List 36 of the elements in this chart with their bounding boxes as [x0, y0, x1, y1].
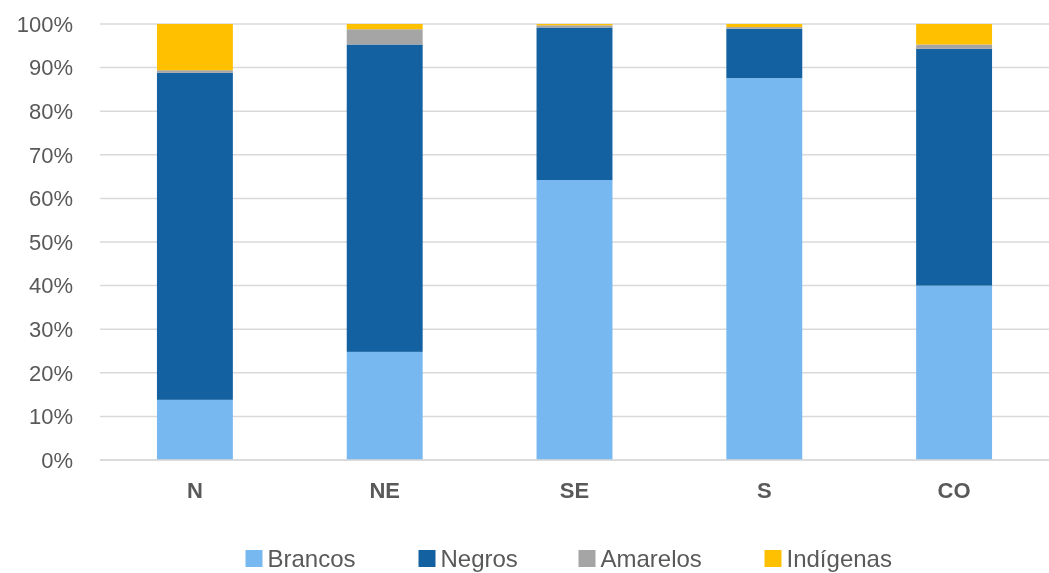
y-tick-label: 30% [28, 316, 73, 342]
bar [346, 351, 423, 460]
bar [156, 399, 233, 460]
x-tick-label: SE [559, 478, 590, 503]
legend-label: Amarelos [600, 545, 702, 573]
y-tick-label: 60% [28, 186, 73, 212]
bar [156, 70, 233, 73]
y-tick-label: 20% [28, 360, 73, 386]
y-tick-label: 80% [28, 98, 73, 124]
legend-label: Brancos [267, 545, 356, 573]
bar [916, 24, 993, 45]
bar [726, 28, 803, 79]
y-tick-label: 10% [28, 404, 73, 430]
bar [916, 44, 993, 49]
y-tick-label: 90% [28, 55, 73, 81]
x-tick-label: S [756, 478, 772, 503]
bar [916, 48, 993, 286]
x-tick-label: CO [937, 478, 971, 503]
bar [916, 285, 993, 460]
bar [156, 72, 233, 400]
y-tick-label: 40% [28, 273, 73, 299]
bar [536, 27, 613, 181]
bar [726, 78, 803, 460]
y-tick-label: 50% [28, 229, 73, 255]
x-tick-label: N [186, 478, 203, 503]
bar [536, 180, 613, 460]
legend-label: Indígenas [786, 545, 892, 573]
bar [156, 24, 233, 71]
legend-label: Negros [440, 545, 518, 573]
bar [346, 44, 423, 352]
bar [346, 29, 423, 45]
y-tick-label: 100% [16, 11, 73, 37]
y-tick-label: 70% [28, 142, 73, 168]
y-tick-label: 0% [41, 447, 73, 473]
x-tick-label: NE [369, 478, 400, 503]
bar [346, 24, 423, 30]
